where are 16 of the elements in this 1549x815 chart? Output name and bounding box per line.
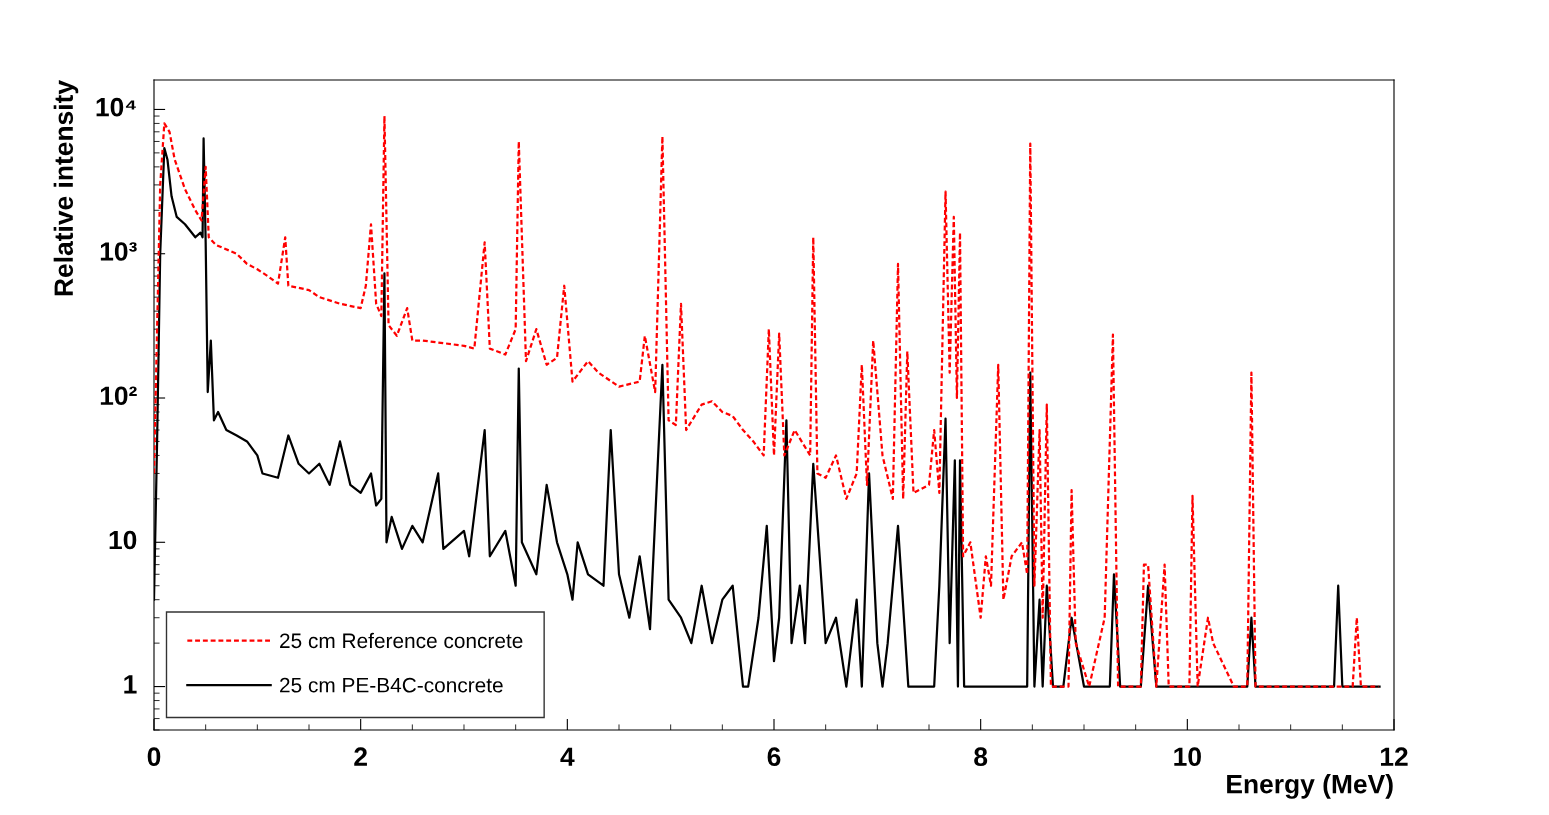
x-tick-label: 2 [354, 747, 367, 766]
y-axis-title: Relative intensity [53, 80, 79, 296]
x-tick-label: 12 [1380, 747, 1408, 766]
y-tick-label: 10² [100, 386, 137, 406]
y-tick-label: 10⁴ [96, 97, 136, 117]
y-tick-label: 10³ [100, 242, 137, 261]
legend-label: 25 cm PE-B4C-concrete [280, 677, 503, 693]
legend-label: 25 cm Reference concrete [280, 632, 523, 649]
y-tick-label: 1 [124, 675, 137, 694]
y-tick-label: 10 [109, 530, 137, 550]
x-tick-label: 6 [767, 747, 781, 767]
x-tick-label: 10 [1174, 747, 1201, 767]
x-tick-label: 8 [974, 747, 988, 767]
x-axis-title: Energy (MeV) [1227, 774, 1393, 799]
x-tick-label: 0 [147, 747, 161, 767]
x-tick-label: 4 [560, 747, 575, 766]
